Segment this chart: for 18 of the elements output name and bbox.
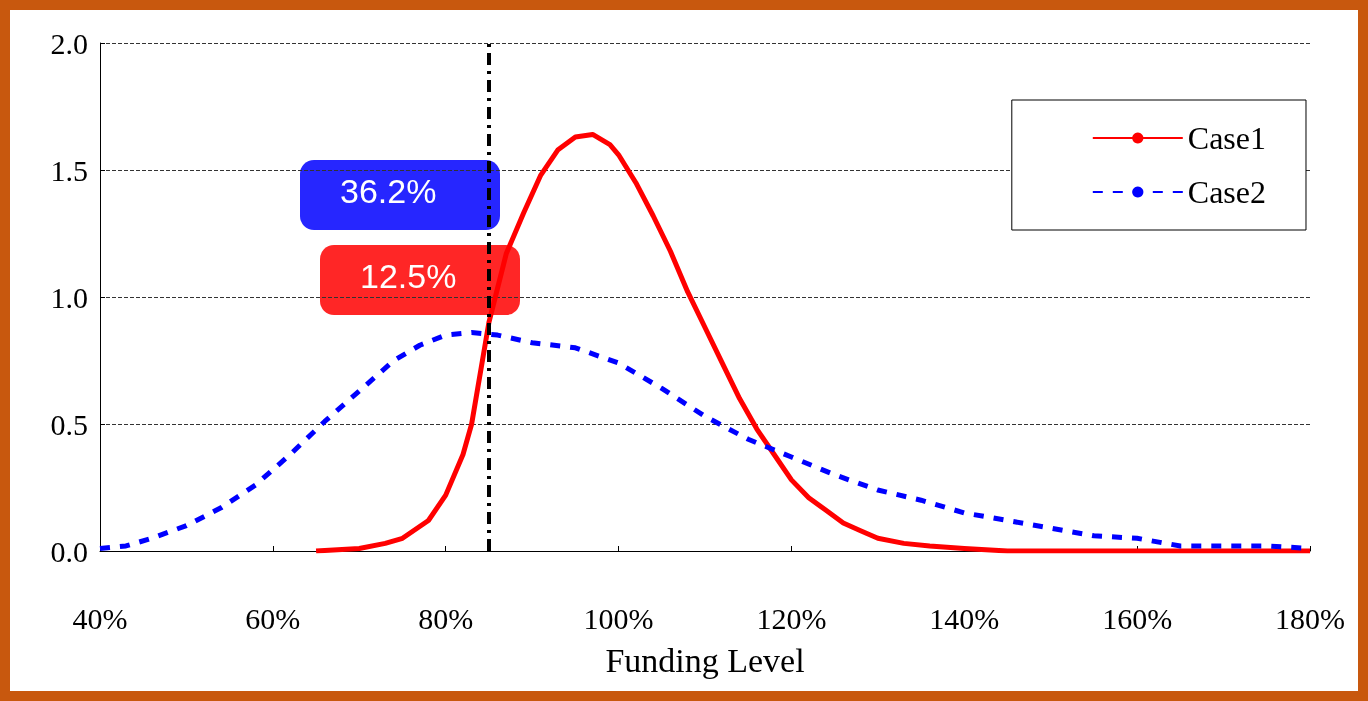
x-tick-label: 160% (1102, 601, 1173, 635)
x-tick-label: 100% (583, 601, 654, 635)
x-axis-title: Funding Level (605, 641, 805, 679)
x-tick-label: 80% (418, 601, 474, 635)
y-tick-label: 0.5 (50, 407, 88, 441)
annotation: 36.2% (340, 172, 437, 210)
y-tick-label: 1.5 (50, 153, 88, 187)
x-tick-label: 180% (1275, 601, 1345, 635)
x-tick-label: 60% (245, 601, 301, 635)
y-tick-label: 2.0 (50, 26, 88, 60)
y-tick-label: 0.0 (50, 534, 88, 568)
x-tick-label: 40% (72, 601, 128, 635)
legend-label: Case1 (1187, 120, 1266, 156)
y-tick-label: 1.0 (50, 280, 88, 314)
x-tick-label: 140% (929, 601, 1000, 635)
x-tick-label: 120% (756, 601, 827, 635)
legend-label: Case2 (1187, 174, 1266, 210)
annotation: 12.5% (360, 257, 457, 295)
